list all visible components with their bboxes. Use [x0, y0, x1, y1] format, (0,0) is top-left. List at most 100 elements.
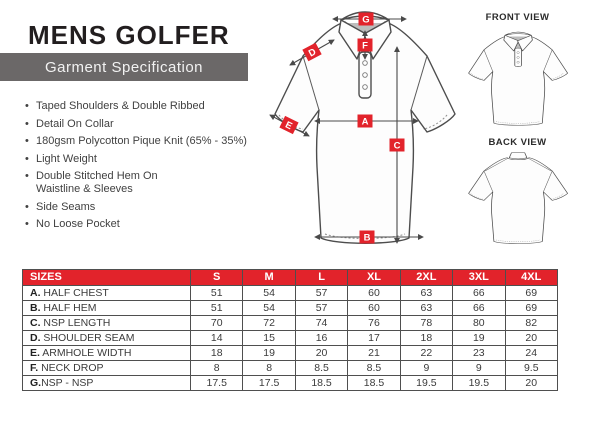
- cell-value: 17.5: [242, 375, 296, 391]
- cell-value: 14: [189, 330, 244, 346]
- back-view-label: BACK VIEW: [488, 137, 547, 148]
- cell-value: 8.5: [347, 360, 401, 376]
- cell-value: 54: [242, 300, 296, 316]
- measure-letter: F: [362, 41, 368, 52]
- table-row: C. NSP LENGTH 70 72 74 76 78 80 82: [22, 315, 559, 331]
- feature-item: Light Weight: [25, 153, 270, 166]
- cell-value: 74: [294, 315, 349, 331]
- cell-value: 23: [452, 345, 506, 361]
- cell-value: 8: [242, 360, 296, 376]
- measure-letter: B: [364, 233, 371, 244]
- feature-item: 180gsm Polycotton Pique Knit (65% - 35%): [25, 135, 270, 148]
- cell-value: 20: [294, 345, 349, 361]
- cell-value: 20: [504, 330, 559, 346]
- cell-value: 76: [347, 315, 401, 331]
- cell-value: 69: [504, 285, 559, 301]
- size-col-header: S: [189, 269, 244, 286]
- cell-value: 19: [452, 330, 506, 346]
- cell-value: 60: [347, 285, 401, 301]
- front-view-label: FRONT VIEW: [485, 12, 550, 23]
- cell-value: 80: [452, 315, 506, 331]
- size-table-header-row: SIZES S M L XL 2XL 3XL 4XL: [22, 269, 559, 286]
- cell-value: 18: [399, 330, 454, 346]
- cell-value: 17.5: [189, 375, 244, 391]
- row-label: C. NSP LENGTH: [22, 315, 191, 331]
- cell-value: 8: [189, 360, 244, 376]
- measure-label-D: D: [302, 42, 322, 62]
- cell-value: 57: [294, 300, 349, 316]
- measure-letter: C: [394, 141, 401, 152]
- feature-item: Taped Shoulders & Double Ribbed: [25, 100, 270, 113]
- feature-item: Detail On Collar: [25, 118, 270, 131]
- cell-value: 20: [504, 375, 559, 391]
- cell-value: 72: [242, 315, 296, 331]
- size-col-header: 2XL: [399, 269, 454, 286]
- cell-value: 19.5: [452, 375, 506, 391]
- cell-value: 18.5: [294, 375, 349, 391]
- measure-label-C: C: [389, 138, 405, 152]
- size-table-body: A. HALF CHEST 51 54 57 60 63 66 69 B. HALF HEM 51…: [22, 285, 559, 391]
- size-table: SIZES S M L XL 2XL 3XL 4XL A. HALF CHEST 51 54 57 6…: [22, 269, 559, 391]
- measure-letter: A: [362, 117, 369, 128]
- page-title: MENS GOLFER: [28, 20, 230, 50]
- feature-item: Double Stitched Hem On Waistline & Sleev…: [25, 170, 270, 196]
- table-row: B. HALF HEM 51 54 57 60 63 66 69: [22, 300, 559, 316]
- front-view-thumbnail: [462, 28, 572, 132]
- cell-value: 66: [452, 285, 506, 301]
- cell-value: 82: [504, 315, 559, 331]
- cell-value: 24: [504, 345, 559, 361]
- measure-letter: E: [283, 120, 294, 133]
- cell-value: 18.5: [347, 375, 401, 391]
- cell-value: 8.5: [294, 360, 349, 376]
- cell-value: 57: [294, 285, 349, 301]
- table-row: F. NECK DROP 8 8 8.5 8.5 9 9 9.5: [22, 360, 559, 376]
- feature-item: No Loose Pocket: [25, 218, 270, 231]
- row-label: E. ARMHOLE WIDTH: [22, 345, 191, 361]
- cell-value: 66: [452, 300, 506, 316]
- sizes-header: SIZES: [22, 269, 191, 286]
- row-label: B. HALF HEM: [22, 300, 191, 316]
- cell-value: 51: [189, 300, 244, 316]
- table-row: A. HALF CHEST 51 54 57 60 63 66 69: [22, 285, 559, 301]
- row-label: A. HALF CHEST: [22, 285, 191, 301]
- cell-value: 54: [242, 285, 296, 301]
- size-col-header: L: [294, 269, 349, 286]
- cell-value: 51: [189, 285, 244, 301]
- cell-value: 70: [189, 315, 244, 331]
- cell-value: 18: [189, 345, 244, 361]
- measure-letter: D: [307, 46, 318, 59]
- subtitle-banner: Garment Specification: [0, 53, 248, 81]
- table-row: G.NSP - NSP 17.5 17.5 18.5 18.5 19.5 19.5 20: [22, 375, 559, 391]
- feature-item: Side Seams: [25, 201, 270, 214]
- cell-value: 19: [242, 345, 296, 361]
- measure-label-A: A: [357, 114, 373, 128]
- back-view-thumbnail: [462, 150, 572, 250]
- cell-value: 15: [242, 330, 296, 346]
- size-col-header: M: [242, 269, 296, 286]
- table-row: D. SHOULDER SEAM 14 15 16 17 18 19 20: [22, 330, 559, 346]
- cell-value: 22: [399, 345, 454, 361]
- cell-value: 16: [294, 330, 349, 346]
- measurement-diagram: G F D E A C B: [269, 2, 463, 260]
- row-label: F. NECK DROP: [22, 360, 191, 376]
- cell-value: 63: [399, 300, 454, 316]
- size-col-header: XL: [347, 269, 401, 286]
- cell-value: 9: [399, 360, 454, 376]
- row-label: D. SHOULDER SEAM: [22, 330, 191, 346]
- cell-value: 17: [347, 330, 401, 346]
- cell-value: 60: [347, 300, 401, 316]
- row-label: G.NSP - NSP: [22, 375, 191, 391]
- measure-label-B: B: [359, 230, 375, 244]
- cell-value: 78: [399, 315, 454, 331]
- size-col-header: 4XL: [504, 269, 559, 286]
- table-row: E. ARMHOLE WIDTH 18 19 20 21 22 23 24: [22, 345, 559, 361]
- cell-value: 9: [452, 360, 506, 376]
- cell-value: 19.5: [399, 375, 454, 391]
- size-col-header: 3XL: [452, 269, 506, 286]
- cell-value: 63: [399, 285, 454, 301]
- cell-value: 21: [347, 345, 401, 361]
- measure-label-G: G: [358, 12, 374, 26]
- cell-value: 69: [504, 300, 559, 316]
- measure-label-E: E: [279, 115, 299, 135]
